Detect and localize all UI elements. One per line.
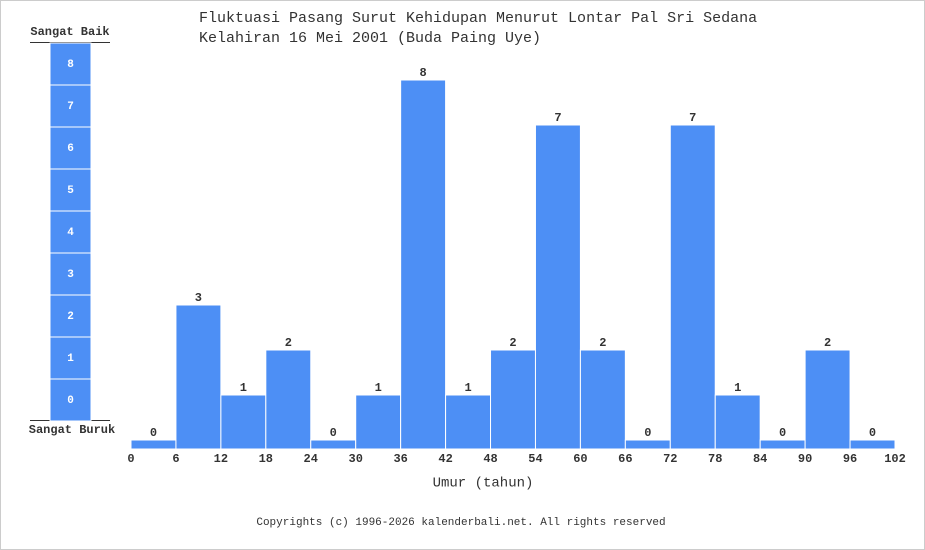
y-tick-label: 5: [67, 185, 74, 197]
value-label: 2: [285, 336, 292, 350]
y-tick-label: 8: [67, 59, 74, 71]
value-label: 1: [375, 381, 382, 395]
x-tick-label: 0: [127, 452, 134, 466]
value-label: 8: [420, 66, 427, 80]
scale-cell: [49, 294, 92, 338]
bar: [669, 124, 716, 450]
bar: [130, 439, 177, 450]
chart-subtitle: Kelahiran 16 Mei 2001 (Buda Paing Uye): [199, 30, 541, 47]
x-tick-label: 6: [172, 452, 179, 466]
scale-cell: [49, 42, 92, 86]
bar: [759, 439, 806, 450]
x-tick-label: 66: [618, 452, 632, 466]
x-tick-label: 96: [843, 452, 857, 466]
bar: [624, 439, 671, 450]
scale-cell: [49, 252, 92, 296]
x-tick-label: 42: [438, 452, 452, 466]
value-label: 0: [869, 426, 876, 440]
value-label: 0: [330, 426, 337, 440]
bar: [849, 439, 896, 450]
x-tick-label: 90: [798, 452, 812, 466]
bar: [579, 349, 626, 450]
scale-cell: [49, 126, 92, 170]
x-tick-label: 72: [663, 452, 677, 466]
value-label: 3: [195, 291, 202, 305]
scale-cell: [49, 378, 92, 422]
bar: [265, 349, 312, 450]
y-tick-label: 6: [67, 143, 74, 155]
x-tick-label: 18: [259, 452, 273, 466]
bar: [175, 304, 222, 450]
scale-cell: [49, 168, 92, 212]
y-tick-label: 1: [67, 353, 74, 365]
x-axis-label: Umur (tahun): [433, 476, 534, 492]
bar: [310, 439, 357, 450]
value-label: 2: [824, 336, 831, 350]
x-tick-label: 30: [349, 452, 363, 466]
bar: [490, 349, 536, 450]
value-label: 2: [509, 336, 516, 350]
value-label: 1: [734, 381, 741, 395]
value-label: 2: [599, 336, 606, 350]
value-label: 1: [240, 381, 247, 395]
value-label: 0: [150, 426, 157, 440]
x-tick-label: 102: [884, 452, 906, 466]
x-tick-label: 78: [708, 452, 722, 466]
value-label: 1: [464, 381, 471, 395]
scale-top-label: Sangat Baik: [30, 25, 109, 39]
bar: [220, 394, 267, 450]
x-tick-label: 48: [483, 452, 497, 466]
scale-cell: [49, 84, 92, 128]
value-label: 7: [554, 111, 561, 125]
bar: [445, 394, 492, 450]
scale-bottom-label: Sangat Buruk: [29, 423, 115, 437]
y-tick-label: 3: [67, 269, 74, 281]
y-tick-label: 0: [67, 395, 74, 407]
bar: [714, 394, 761, 450]
y-tick-label: 4: [67, 227, 74, 239]
y-tick-label: 7: [67, 101, 74, 113]
bar: [804, 349, 851, 450]
x-tick-label: 24: [304, 452, 318, 466]
value-label: 0: [644, 426, 651, 440]
x-tick-label: 12: [214, 452, 228, 466]
value-label: 7: [689, 111, 696, 125]
bar: [355, 394, 402, 450]
footer: Copyrights (c) 1996-2026 kalenderbali.ne…: [256, 517, 665, 529]
chart-title: Fluktuasi Pasang Surut Kehidupan Menurut…: [199, 10, 757, 27]
bar: [534, 124, 581, 450]
bar: [400, 79, 447, 450]
value-label: 0: [779, 426, 786, 440]
y-tick-label: 2: [67, 311, 74, 323]
x-tick-label: 60: [573, 452, 587, 466]
x-tick-label: 36: [393, 452, 407, 466]
x-tick-label: 84: [753, 452, 767, 466]
x-tick-label: 54: [528, 452, 542, 466]
